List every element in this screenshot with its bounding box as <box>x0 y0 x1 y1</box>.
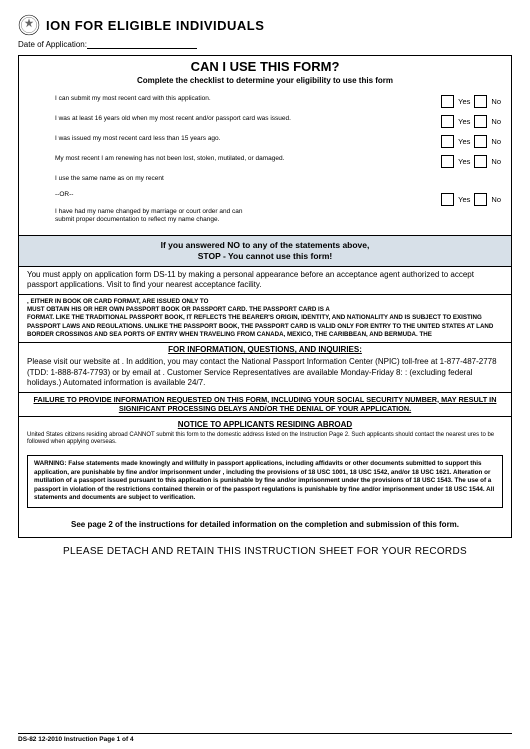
info-heading: FOR INFORMATION, QUESTIONS, AND INQUIRIE… <box>19 343 511 354</box>
no-label: No <box>491 97 501 106</box>
stop-line-2: STOP - You cannot use this form! <box>25 251 505 262</box>
checklist-row: I was issued my most recent card less th… <box>55 135 501 148</box>
date-field-line[interactable] <box>87 48 197 49</box>
checklist-row: My most recent I am renewing has not bee… <box>55 155 501 168</box>
footer: DS-82 12-2010 Instruction Page 1 of 4 <box>18 733 512 743</box>
abroad-title: NOTICE TO APPLICANTS RESIDING ABROAD <box>19 417 511 430</box>
checklist-row: I use the same name as on my recent --OR… <box>55 175 501 224</box>
yes-label: Yes <box>458 137 470 146</box>
yes-label: Yes <box>458 195 470 204</box>
detach-notice: PLEASE DETACH AND RETAIN THIS INSTRUCTIO… <box>18 538 512 565</box>
seal-icon <box>18 14 40 36</box>
yes-no-group: Yes No <box>441 95 501 108</box>
checkbox-yes[interactable] <box>441 193 454 206</box>
page-title: ION FOR ELIGIBLE INDIVIDUALS <box>46 18 264 33</box>
yes-no-group: Yes No <box>441 115 501 128</box>
no-label: No <box>491 157 501 166</box>
stop-band: If you answered NO to any of the stateme… <box>19 235 511 267</box>
eligibility-title: CAN I USE THIS FORM? <box>23 59 507 74</box>
eligibility-heading: CAN I USE THIS FORM? Complete the checkl… <box>19 56 511 89</box>
checklist-row: I was at least 16 years old when my most… <box>55 115 501 128</box>
yes-label: Yes <box>458 97 470 106</box>
checklist: I can submit my most recent card with th… <box>19 89 511 235</box>
header: ION FOR ELIGIBLE INDIVIDUALS <box>18 14 512 36</box>
eligibility-subtitle: Complete the checklist to determine your… <box>23 76 507 85</box>
checkbox-no[interactable] <box>474 115 487 128</box>
checklist-text: I use the same name as on my recent --OR… <box>55 175 441 224</box>
no-label: No <box>491 137 501 146</box>
yes-no-group: Yes No <box>441 193 501 206</box>
no-label: No <box>491 117 501 126</box>
checklist-text: I can submit my most recent card with th… <box>55 95 441 103</box>
failure-band: FAILURE TO PROVIDE INFORMATION REQUESTED… <box>19 392 511 417</box>
checkbox-no[interactable] <box>474 95 487 108</box>
checkbox-no[interactable] <box>474 135 487 148</box>
stop-line-1: If you answered NO to any of the stateme… <box>25 240 505 251</box>
warning-box: WARNING: False statements made knowingly… <box>27 455 503 508</box>
date-of-application: Date of Application: <box>18 40 512 49</box>
checklist-text: I was issued my most recent card less th… <box>55 135 441 143</box>
yes-label: Yes <box>458 117 470 126</box>
book-card-paragraph: , EITHER IN BOOK OR CARD FORMAT, ARE ISS… <box>19 295 511 343</box>
yes-no-group: Yes No <box>441 135 501 148</box>
checkbox-yes[interactable] <box>441 155 454 168</box>
info-paragraph: Please visit our website at . In additio… <box>19 354 511 391</box>
checkbox-yes[interactable] <box>441 115 454 128</box>
no-label: No <box>491 195 501 204</box>
checklist-text: My most recent I am renewing has not bee… <box>55 155 441 163</box>
see-page-2: See page 2 of the instructions for detai… <box>19 514 511 537</box>
yes-no-group: Yes No <box>441 155 501 168</box>
checklist-row: I can submit my most recent card with th… <box>55 95 501 108</box>
abroad-paragraph: United States citizens residing abroad C… <box>19 430 511 452</box>
checkbox-yes[interactable] <box>441 135 454 148</box>
checkbox-yes[interactable] <box>441 95 454 108</box>
date-label: Date of Application: <box>18 40 87 49</box>
checkbox-no[interactable] <box>474 193 487 206</box>
checklist-text: I was at least 16 years old when my most… <box>55 115 441 123</box>
ds11-paragraph: You must apply on application form DS-11… <box>19 267 511 294</box>
yes-label: Yes <box>458 157 470 166</box>
eligibility-box: CAN I USE THIS FORM? Complete the checkl… <box>18 55 512 538</box>
checkbox-no[interactable] <box>474 155 487 168</box>
